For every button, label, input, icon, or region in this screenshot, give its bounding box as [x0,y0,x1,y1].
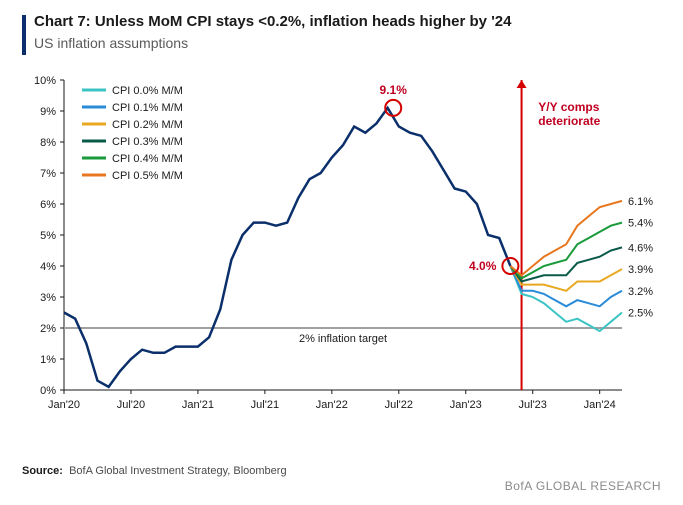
svg-text:9.1%: 9.1% [380,83,408,97]
svg-text:4.6%: 4.6% [628,242,653,254]
svg-text:10%: 10% [34,75,56,87]
svg-text:6.1%: 6.1% [628,196,653,208]
svg-text:6%: 6% [40,199,56,211]
brand-mark: BofA GLOBAL RESEARCH [505,479,661,493]
svg-text:Jul'22: Jul'22 [385,399,413,411]
svg-text:9%: 9% [40,106,56,118]
svg-text:3.2%: 3.2% [628,286,653,298]
svg-text:CPI 0.0% M/M: CPI 0.0% M/M [112,85,183,97]
svg-text:7%: 7% [40,168,56,180]
svg-text:deteriorate: deteriorate [538,114,600,128]
svg-text:2% inflation target: 2% inflation target [299,333,387,345]
svg-text:Jan'22: Jan'22 [316,399,348,411]
svg-text:1%: 1% [40,354,56,366]
svg-text:4%: 4% [40,261,56,273]
svg-text:5%: 5% [40,230,56,242]
svg-text:2%: 2% [40,323,56,335]
title-accent-bar [22,15,26,55]
svg-text:CPI 0.4% M/M: CPI 0.4% M/M [112,153,183,165]
svg-text:Jan'24: Jan'24 [584,399,616,411]
svg-text:2.5%: 2.5% [628,308,653,320]
svg-text:Jul'23: Jul'23 [519,399,547,411]
svg-text:Jan'21: Jan'21 [182,399,214,411]
chart-subtitle: US inflation assumptions [34,35,188,51]
svg-text:8%: 8% [40,137,56,149]
svg-text:5.4%: 5.4% [628,218,653,230]
source-label: Source: [22,465,63,477]
svg-text:0%: 0% [40,385,56,397]
svg-text:CPI 0.3% M/M: CPI 0.3% M/M [112,136,183,148]
svg-text:3%: 3% [40,292,56,304]
svg-text:3.9%: 3.9% [628,264,653,276]
chart-title: Chart 7: Unless MoM CPI stays <0.2%, inf… [34,13,511,30]
svg-text:CPI 0.1% M/M: CPI 0.1% M/M [112,102,183,114]
svg-text:Jul'21: Jul'21 [251,399,279,411]
svg-text:CPI 0.2% M/M: CPI 0.2% M/M [112,119,183,131]
source-line: Source: BofA Global Investment Strategy,… [22,465,287,477]
svg-text:Jul'20: Jul'20 [117,399,145,411]
svg-text:CPI 0.5% M/M: CPI 0.5% M/M [112,170,183,182]
source-text: BofA Global Investment Strategy, Bloombe… [69,465,286,477]
svg-text:Jan'20: Jan'20 [48,399,80,411]
svg-text:Y/Y comps: Y/Y comps [538,100,599,114]
svg-text:4.0%: 4.0% [469,259,497,273]
svg-text:Jan'23: Jan'23 [450,399,482,411]
inflation-chart: 0% 1% 2% 3% 4% 5% 6% 7% 8% 9% 10% Jan'20 Jul'20 Jan'2… [22,70,662,440]
